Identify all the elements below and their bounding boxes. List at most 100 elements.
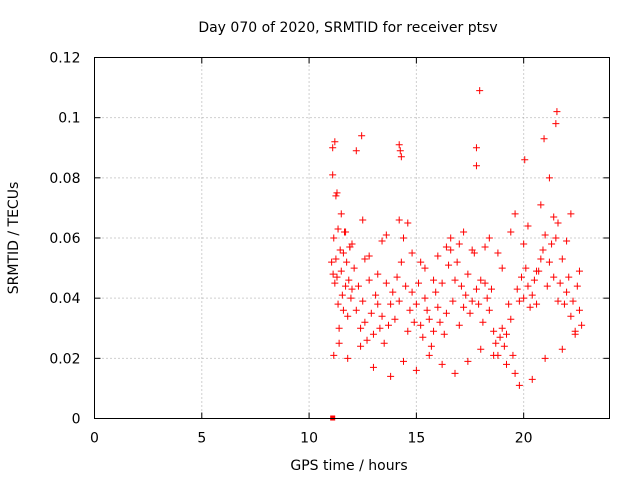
data-point (556, 279, 564, 287)
data-point (569, 297, 577, 305)
data-point (358, 132, 366, 140)
data-point (365, 276, 373, 284)
data-point (492, 339, 500, 347)
data-point (347, 294, 355, 302)
data-point (490, 327, 498, 335)
data-point (408, 288, 416, 296)
data-point (543, 282, 551, 290)
data-point (438, 360, 446, 368)
data-point (447, 234, 455, 242)
data-point (507, 315, 515, 323)
data-point (352, 147, 360, 155)
data-point (430, 276, 438, 284)
data-point (552, 120, 560, 128)
data-point (451, 276, 459, 284)
data-point (476, 87, 484, 95)
data-point (423, 306, 431, 314)
data-point (352, 306, 360, 314)
data-point (567, 210, 575, 218)
data-point (477, 276, 485, 284)
data-point (552, 234, 560, 242)
data-point (417, 258, 425, 266)
data-point (475, 300, 483, 308)
data-point (332, 255, 340, 263)
data-point (330, 234, 338, 242)
data-point (545, 174, 553, 182)
data-point (342, 282, 350, 290)
data-point (434, 303, 442, 311)
data-point (472, 285, 480, 293)
data-point (464, 270, 472, 278)
data-point (333, 189, 341, 197)
data-point (472, 162, 480, 170)
data-point (354, 282, 362, 290)
x-tick-label: 20 (515, 431, 533, 447)
data-point (415, 279, 423, 287)
data-point (339, 249, 347, 257)
data-point (472, 144, 480, 152)
data-point (468, 246, 476, 254)
data-point (412, 366, 420, 374)
y-tick-label: 0.12 (49, 51, 80, 67)
data-point (425, 351, 433, 359)
data-point (520, 240, 528, 248)
data-point (558, 345, 566, 353)
data-point (376, 324, 384, 332)
data-point (374, 270, 382, 278)
data-point (387, 300, 395, 308)
data-point (393, 273, 401, 281)
data-point (505, 300, 513, 308)
data-point (397, 153, 405, 161)
data-point (330, 351, 338, 359)
data-point (550, 273, 558, 281)
data-point (541, 231, 549, 239)
data-point (455, 321, 463, 329)
data-point (328, 258, 336, 266)
data-point (338, 291, 346, 299)
data-point (332, 192, 340, 200)
data-point (537, 201, 545, 209)
data-point (528, 291, 536, 299)
data-point (329, 270, 337, 278)
data-point (575, 267, 583, 275)
y-tick-label: 0.04 (49, 291, 80, 307)
data-point (378, 237, 386, 245)
data-point (410, 318, 418, 326)
data-point (487, 285, 495, 293)
data-point (533, 300, 541, 308)
data-point (553, 108, 561, 116)
data-point (503, 360, 510, 368)
x-tick-label: 10 (300, 431, 318, 447)
y-tick-label: 0.06 (49, 231, 80, 247)
data-point (554, 297, 562, 305)
data-point (447, 246, 455, 254)
y-tick-label: 0.02 (49, 351, 80, 367)
data-point (521, 156, 529, 164)
data-point (524, 282, 532, 290)
data-point (387, 372, 395, 380)
data-point (460, 303, 468, 311)
data-point (337, 210, 345, 218)
data-point (466, 309, 474, 317)
data-point (337, 267, 345, 275)
data-point (395, 141, 403, 149)
data-point (395, 297, 403, 305)
data-point (412, 300, 420, 308)
data-point (382, 231, 390, 239)
data-point (560, 300, 568, 308)
data-point (434, 252, 442, 260)
data-point (571, 330, 579, 338)
y-tick-label: 0 (72, 412, 81, 428)
data-point (464, 357, 472, 365)
y-tick-label: 0.08 (49, 171, 80, 187)
data-point (453, 258, 461, 266)
data-point (451, 369, 459, 377)
data-point (345, 276, 353, 284)
data-point (537, 255, 545, 263)
x-tick-label: 15 (407, 431, 425, 447)
data-point (357, 324, 365, 332)
data-point (518, 273, 526, 281)
data-point (367, 309, 375, 317)
data-point (522, 264, 530, 272)
data-point (558, 255, 566, 263)
